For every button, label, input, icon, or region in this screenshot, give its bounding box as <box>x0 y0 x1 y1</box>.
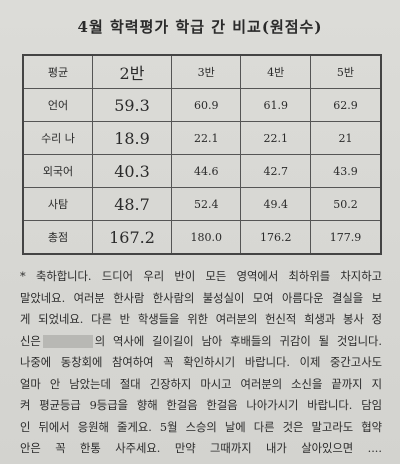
score-table: 평균 2반 3반 4반 5반 언어 59.3 60.9 61.9 62.9 수리 나 18.9 22.1… <box>22 54 382 255</box>
score-cell: 44.6 <box>170 154 242 188</box>
text-line: 얼마 안 남았는데 절대 긴장하지 마시고 여러분의 소신을 끝까지 지 <box>20 374 382 396</box>
subject-cell: 사탐 <box>22 187 93 221</box>
document-title: 4월 학력평가 학급 간 비교(원점수) <box>77 18 323 36</box>
table-header-row: 평균 2반 3반 4반 5반 <box>22 54 382 89</box>
text-line: 인 뒤에서 응원해 줄게요. 5월 스승의 날에 다른 것은 말고라도 협약 <box>20 417 382 439</box>
text-segment: 안은 꼭 한통 사주세요. 만약 그때까지 내가 살아있으면 .... <box>20 442 382 455</box>
score-cell: 52.4 <box>170 187 242 221</box>
table-row: 수리 나 18.9 22.1 22.1 21 <box>22 121 382 155</box>
header-cell: 3반 <box>170 54 242 89</box>
header-cell: 4반 <box>240 54 311 89</box>
score-cell: 43.9 <box>309 154 382 188</box>
text-segment: 신은 <box>20 334 41 348</box>
text-segment: 켜 평균등급 9등급을 향해 한걸음 한걸음 나아가시기 바랍니다. 담임 <box>20 399 382 412</box>
score-cell: 50.2 <box>309 187 382 221</box>
score-cell: 22.1 <box>170 121 242 155</box>
subject-cell: 언어 <box>22 88 93 122</box>
text-segment: 의 역사에 길이길이 남아 후배들의 귀감이 될 것입니다. <box>94 334 382 348</box>
table-row: 외국어 40.3 44.6 42.7 43.9 <box>22 154 382 188</box>
score-cell: 176.2 <box>240 220 311 255</box>
score-cell: 42.7 <box>240 154 311 188</box>
text-segment: 나중에 동창회에 참여하여 꼭 확인하시기 바랍니다. 이제 중간고사도 <box>20 356 382 369</box>
text-line: * 축하합니다. 드디어 우리 반이 모든 영역에서 최하위를 차지하고 <box>20 266 382 288</box>
text-line: 나중에 동창회에 참여하여 꼭 확인하시기 바랍니다. 이제 중간고사도 <box>20 352 382 374</box>
score-cell: 18.9 <box>92 121 172 155</box>
text-line: 게 되었네요. 다른 반 학생들을 위한 여러분의 헌신적 희생과 봉사 정 <box>20 309 382 331</box>
header-cell: 2반 <box>92 54 172 89</box>
score-cell: 167.2 <box>92 220 172 255</box>
text-line: 켜 평균등급 9등급을 향해 한걸음 한걸음 나아가시기 바랍니다. 담임 <box>20 395 382 417</box>
subject-cell: 총점 <box>22 220 93 255</box>
table-row: 사탐 48.7 52.4 49.4 50.2 <box>22 187 382 221</box>
score-cell: 62.9 <box>309 88 382 122</box>
text-segment: 얼마 안 남았는데 절대 긴장하지 마시고 여러분의 소신을 끝까지 지 <box>20 377 382 391</box>
blurred-name <box>42 335 93 348</box>
score-cell: 180.0 <box>170 220 242 255</box>
subject-cell: 수리 나 <box>22 121 93 155</box>
header-cell: 5반 <box>309 54 382 89</box>
score-cell: 177.9 <box>309 220 382 255</box>
score-cell: 60.9 <box>170 88 242 122</box>
score-cell: 22.1 <box>240 121 311 155</box>
text-line: 안은 꼭 한통 사주세요. 만약 그때까지 내가 살아있으면 .... <box>20 438 382 460</box>
score-cell: 48.7 <box>92 187 172 221</box>
text-line: 신은 의 역사에 길이길이 남아 후배들의 귀감이 될 것입니다. <box>20 331 382 353</box>
table-row: 언어 59.3 60.9 61.9 62.9 <box>22 88 382 122</box>
subject-cell: 외국어 <box>22 154 93 188</box>
score-cell: 61.9 <box>240 88 311 122</box>
text-segment: 인 뒤에서 응원해 줄게요. 5월 스승의 날에 다른 것은 말고라도 협약 <box>20 420 382 434</box>
table-row: 총점 167.2 180.0 176.2 177.9 <box>22 220 382 255</box>
text-segment: 말았네요. 여러분 한사람 한사람의 불성실이 모여 아름다운 결실을 보 <box>20 291 382 305</box>
text-line: 말았네요. 여러분 한사람 한사람의 불성실이 모여 아름다운 결실을 보 <box>20 288 382 310</box>
score-cell: 59.3 <box>92 88 172 122</box>
score-cell: 49.4 <box>240 187 311 221</box>
header-cell: 평균 <box>22 54 93 89</box>
score-cell: 40.3 <box>92 154 172 188</box>
text-segment: * 축하합니다. 드디어 우리 반이 모든 영역에서 최하위를 차지하고 <box>20 270 382 283</box>
text-segment: 게 되었네요. 다른 반 학생들을 위한 여러분의 헌신적 희생과 봉사 정 <box>20 313 382 326</box>
score-cell: 21 <box>309 121 382 155</box>
